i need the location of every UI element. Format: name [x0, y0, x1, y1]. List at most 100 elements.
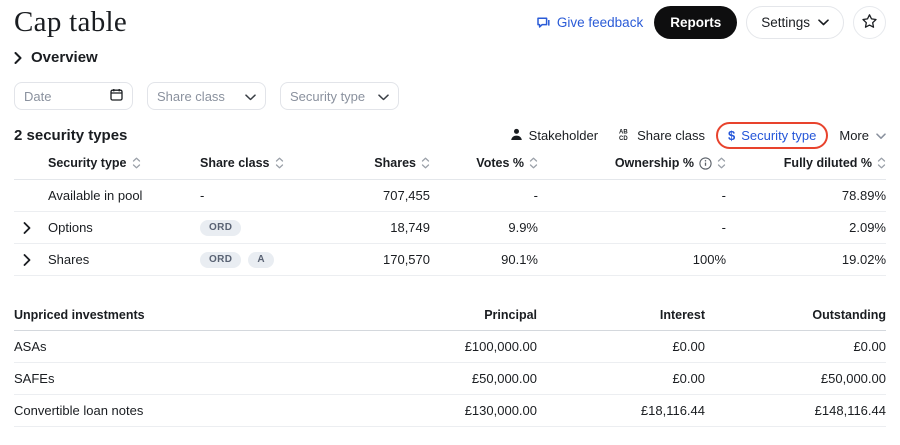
- securities-table-header: Security type Share class Shares Votes %…: [14, 147, 886, 180]
- shares-cell: 18,749: [390, 220, 430, 235]
- date-input[interactable]: [24, 88, 96, 104]
- column-header-security-type[interactable]: Security type: [14, 156, 200, 170]
- column-header-ownership[interactable]: Ownership %: [538, 156, 726, 170]
- chevron-down-icon: [378, 89, 389, 104]
- sort-icon[interactable]: [529, 157, 538, 169]
- favorite-star-button[interactable]: [853, 6, 886, 39]
- view-security-type-label: Security type: [741, 128, 817, 143]
- table-row-safes: SAFEs £50,000.00 £0.00 £50,000.00: [14, 363, 886, 395]
- star-icon: [861, 13, 878, 33]
- table-row-options[interactable]: Options ORD 18,749 9.9% - 2.09%: [14, 212, 886, 244]
- table-row-convertible-loan-notes: Convertible loan notes £130,000.00 £18,1…: [14, 395, 886, 427]
- share-class-filter-label: Share class: [157, 88, 225, 104]
- shares-cell: 707,455: [383, 188, 430, 203]
- security-type-cell: Available in pool: [48, 188, 143, 203]
- letters-grid-icon: AB CD: [619, 128, 631, 144]
- table-row-available-in-pool: Available in pool - 707,455 - - 78.89%: [14, 180, 886, 212]
- overview-label: Overview: [31, 49, 98, 66]
- page-title: Cap table: [14, 6, 128, 38]
- sort-icon[interactable]: [877, 157, 886, 169]
- settings-button[interactable]: Settings: [746, 6, 844, 39]
- svg-text:AB: AB: [619, 129, 628, 135]
- principal-cell: £50,000.00: [471, 371, 537, 386]
- column-header-fully-diluted[interactable]: Fully diluted %: [726, 156, 886, 170]
- chevron-down-icon: [245, 89, 256, 104]
- investment-name-cell: Convertible loan notes: [14, 403, 144, 418]
- securities-count-title: 2 security types: [14, 127, 128, 144]
- security-type-filter[interactable]: Security type: [280, 82, 399, 110]
- more-label: More: [839, 128, 869, 143]
- security-type-filter-label: Security type: [290, 88, 366, 104]
- view-stakeholder-label: Stakeholder: [528, 128, 599, 143]
- expand-chevron-icon[interactable]: [23, 253, 31, 266]
- column-header-unpriced-investments: Unpriced investments: [14, 307, 145, 322]
- table-row-shares[interactable]: Shares ORD A 170,570 90.1% 100% 19.02%: [14, 244, 886, 276]
- view-stakeholder-button[interactable]: Stakeholder: [510, 128, 598, 144]
- ownership-cell: 100%: [692, 252, 726, 267]
- chevron-right-icon: [14, 51, 22, 64]
- share-class-badge: ORD: [200, 251, 242, 268]
- securities-section-header: 2 security types Stakeholder AB CD Share …: [14, 122, 886, 149]
- unpriced-investments-table: Unpriced investments Principal Interest …: [14, 299, 886, 427]
- investment-name-cell: ASAs: [14, 339, 47, 354]
- share-class-badge: ORD: [200, 219, 242, 236]
- security-type-cell: Shares: [14, 252, 200, 267]
- filter-bar: Share class Security type: [14, 82, 886, 110]
- top-bar: Cap table Give feedback Reports Settings: [14, 0, 886, 40]
- security-type-cell: Options: [14, 220, 200, 235]
- view-toggle-group: Stakeholder AB CD Share class $ Security …: [510, 122, 886, 149]
- investments-table-header: Unpriced investments Principal Interest …: [14, 299, 886, 331]
- sort-icon[interactable]: [275, 157, 284, 169]
- votes-cell: 90.1%: [501, 252, 538, 267]
- column-header-votes[interactable]: Votes %: [430, 156, 538, 170]
- view-security-type-button[interactable]: $ Security type: [715, 122, 829, 149]
- chevron-down-icon: [818, 19, 829, 26]
- outstanding-cell: £0.00: [853, 339, 886, 354]
- view-share-class-label: Share class: [637, 128, 705, 143]
- expand-chevron-icon[interactable]: [23, 221, 31, 234]
- ownership-cell: -: [721, 188, 726, 203]
- securities-table: Security type Share class Shares Votes %…: [14, 147, 886, 276]
- column-header-principal: Principal: [484, 307, 537, 322]
- shares-cell: 170,570: [383, 252, 430, 267]
- give-feedback-label: Give feedback: [556, 15, 644, 30]
- share-class-filter[interactable]: Share class: [147, 82, 266, 110]
- cap-table-page: Cap table Give feedback Reports Settings: [14, 0, 886, 427]
- reports-button[interactable]: Reports: [654, 6, 738, 39]
- outstanding-cell: £148,116.44: [814, 403, 886, 418]
- ownership-cell: -: [721, 220, 726, 235]
- interest-cell: £0.00: [672, 339, 705, 354]
- feedback-bubble-icon: [536, 15, 551, 30]
- date-filter[interactable]: [14, 82, 133, 110]
- share-class-cell: ORD A: [200, 251, 346, 268]
- view-share-class-button[interactable]: AB CD Share class: [619, 128, 705, 144]
- sort-icon[interactable]: [717, 157, 726, 169]
- overview-toggle[interactable]: Overview: [14, 49, 886, 66]
- share-class-cell: ORD: [200, 219, 346, 236]
- share-class-badge: A: [248, 251, 275, 268]
- investment-name-cell: SAFEs: [14, 371, 55, 386]
- share-class-cell: -: [200, 188, 205, 203]
- dollar-icon: $: [727, 128, 736, 143]
- votes-cell: -: [533, 188, 538, 203]
- column-header-shares[interactable]: Shares: [346, 156, 430, 170]
- sort-icon[interactable]: [132, 157, 141, 169]
- interest-cell: £0.00: [672, 371, 705, 386]
- principal-cell: £100,000.00: [464, 339, 537, 354]
- column-header-outstanding: Outstanding: [812, 307, 886, 322]
- interest-cell: £18,116.44: [640, 403, 705, 418]
- votes-cell: 9.9%: [508, 220, 538, 235]
- sort-icon[interactable]: [421, 157, 430, 169]
- principal-cell: £130,000.00: [464, 403, 537, 418]
- outstanding-cell: £50,000.00: [820, 371, 886, 386]
- table-row-asas: ASAs £100,000.00 £0.00 £0.00: [14, 331, 886, 363]
- fully-diluted-cell: 78.89%: [841, 188, 886, 203]
- svg-text:CD: CD: [619, 136, 628, 141]
- column-header-share-class[interactable]: Share class: [200, 156, 346, 170]
- calendar-icon: [110, 88, 123, 104]
- info-icon[interactable]: [699, 156, 712, 170]
- fully-diluted-cell: 19.02%: [841, 252, 886, 267]
- more-views-button[interactable]: More: [839, 128, 886, 143]
- give-feedback-link[interactable]: Give feedback: [536, 15, 643, 30]
- column-header-interest: Interest: [659, 307, 705, 322]
